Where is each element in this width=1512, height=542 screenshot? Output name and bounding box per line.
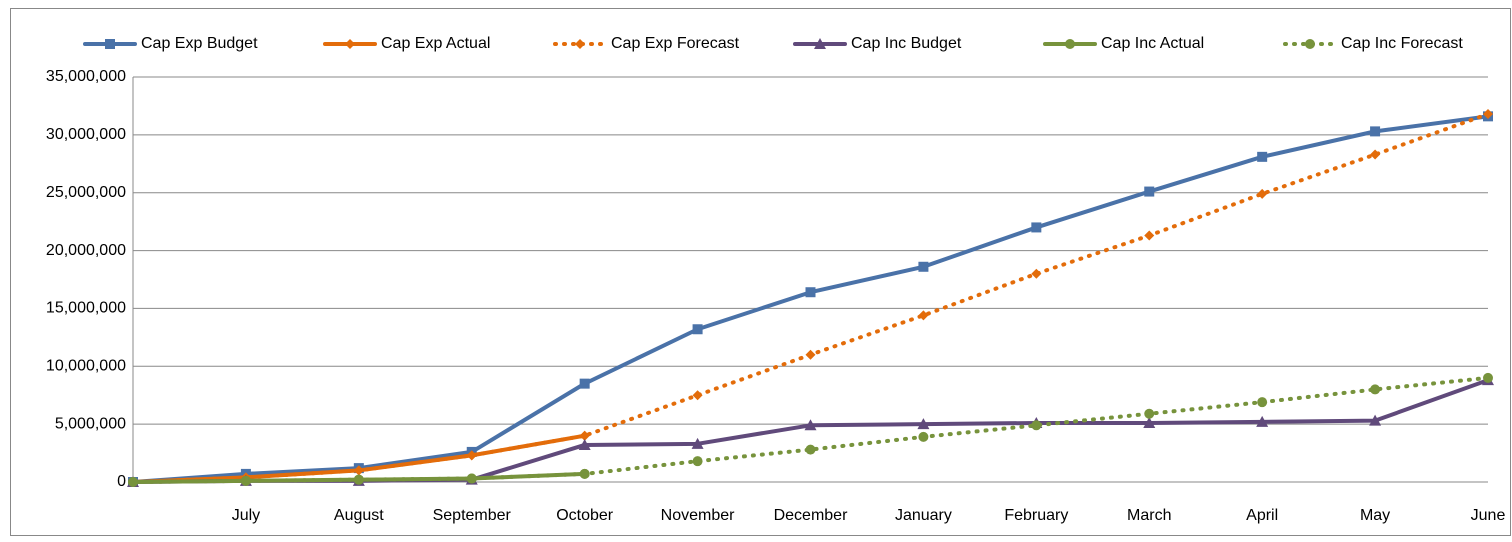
legend-label: Cap Inc Budget	[851, 35, 962, 52]
x-tick-label: August	[334, 507, 384, 524]
x-tick-label: May	[1360, 507, 1390, 524]
marker	[1483, 372, 1493, 383]
marker	[918, 261, 929, 272]
marker	[1305, 39, 1315, 49]
marker	[353, 474, 364, 485]
marker	[1370, 126, 1381, 137]
y-tick-label: 15,000,000	[46, 300, 126, 317]
legend-label: Cap Inc Forecast	[1341, 35, 1463, 52]
marker	[1369, 414, 1382, 426]
marker	[1031, 268, 1042, 279]
marker	[1031, 222, 1042, 233]
marker	[804, 419, 817, 431]
legend-label: Cap Exp Budget	[141, 35, 258, 52]
y-tick-label: 10,000,000	[46, 358, 126, 375]
marker	[578, 438, 591, 450]
marker	[345, 39, 355, 49]
marker	[579, 468, 590, 479]
marker	[1144, 186, 1155, 197]
marker	[1483, 109, 1493, 120]
marker	[805, 287, 816, 298]
marker	[1065, 39, 1075, 49]
marker	[579, 430, 590, 441]
marker	[1256, 415, 1269, 427]
legend-label: Cap Exp Actual	[381, 35, 490, 52]
x-tick-label: June	[1471, 507, 1506, 524]
y-tick-label: 5,000,000	[55, 415, 126, 432]
marker	[1370, 384, 1381, 395]
y-tick-label: 25,000,000	[46, 184, 126, 201]
marker	[691, 437, 704, 449]
marker	[917, 418, 930, 430]
x-tick-label: April	[1246, 507, 1278, 524]
marker	[1257, 151, 1268, 162]
y-tick-label: 0	[117, 473, 126, 490]
marker	[575, 39, 585, 49]
marker	[692, 390, 703, 401]
y-tick-label: 35,000,000	[46, 68, 126, 85]
marker	[1143, 416, 1156, 428]
x-tick-label: November	[661, 507, 735, 524]
marker	[128, 477, 138, 487]
x-tick-label: February	[1004, 507, 1068, 524]
x-tick-label: September	[433, 507, 512, 524]
marker	[353, 465, 364, 476]
marker	[814, 38, 826, 49]
y-tick-label: 30,000,000	[46, 126, 126, 143]
x-tick-label: January	[895, 507, 952, 524]
legend-label: Cap Inc Actual	[1101, 35, 1204, 52]
marker	[466, 473, 477, 484]
x-tick-label: July	[232, 507, 260, 524]
marker	[692, 324, 703, 335]
x-tick-label: December	[774, 507, 848, 524]
legend-label: Cap Exp Forecast	[611, 35, 740, 52]
x-tick-label: October	[556, 507, 614, 524]
marker	[805, 444, 816, 455]
marker	[918, 310, 929, 321]
marker	[579, 378, 590, 389]
marker	[1257, 188, 1268, 199]
y-tick-label: 20,000,000	[46, 242, 126, 259]
marker	[1370, 149, 1381, 160]
chart-border	[10, 8, 1511, 536]
marker	[1257, 397, 1268, 408]
x-tick-label: March	[1127, 507, 1171, 524]
marker	[1144, 230, 1155, 241]
marker	[1031, 420, 1042, 431]
marker	[240, 475, 251, 486]
marker	[105, 39, 115, 49]
marker	[1144, 408, 1155, 419]
marker	[466, 450, 477, 461]
marker	[692, 456, 703, 467]
marker	[805, 349, 816, 360]
marker	[918, 431, 929, 442]
